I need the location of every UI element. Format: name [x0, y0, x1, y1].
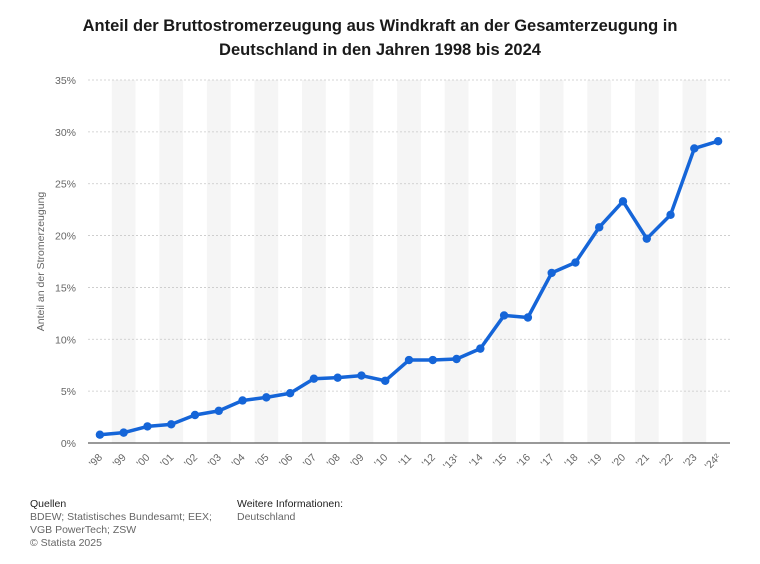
y-tick-label: 0% [61, 438, 76, 450]
data-point[interactable] [285, 389, 295, 398]
data-point[interactable] [262, 393, 271, 402]
x-tick-label: '23 [681, 452, 699, 470]
y-tick-label: 30% [55, 127, 76, 139]
y-tick-label: 20% [55, 231, 76, 243]
background-band [492, 80, 516, 443]
y-tick-label: 25% [55, 179, 76, 191]
x-tick-label: '02 [182, 452, 200, 470]
series-group [95, 136, 723, 439]
background-band [254, 80, 279, 443]
data-point[interactable] [595, 223, 604, 232]
data-point[interactable] [95, 430, 105, 439]
data-point[interactable] [642, 234, 651, 243]
data-point[interactable] [143, 422, 152, 431]
x-tick-label: '05 [253, 452, 271, 470]
x-tick-label: '08 [325, 452, 343, 470]
background-band [444, 80, 469, 443]
background-band [111, 80, 136, 443]
x-tick-label: '01 [158, 452, 176, 470]
y-tick-label: 10% [55, 334, 76, 346]
x-tick-label: '06 [277, 452, 295, 470]
x-tick-label: '19 [586, 452, 604, 470]
data-point[interactable] [571, 258, 580, 267]
data-point[interactable] [381, 376, 390, 385]
x-tick-label: '03 [206, 452, 224, 470]
data-point[interactable] [476, 344, 485, 353]
x-tick-label: '16 [515, 452, 533, 470]
x-tick-label: '00 [134, 452, 152, 470]
data-point[interactable] [690, 144, 699, 153]
data-point[interactable] [214, 406, 223, 416]
background-band [587, 80, 612, 443]
gridlines [88, 79, 730, 392]
data-point[interactable] [666, 210, 675, 220]
data-point[interactable] [333, 373, 342, 382]
x-tick-label: '18 [562, 452, 580, 470]
data-point[interactable] [547, 268, 556, 278]
x-axis-ticks: '98 '99 '00 '01 '02 '03 '04 '05 '06 '07 '08 '09 '10 '… [87, 451, 724, 472]
x-tick-label: '99 [111, 452, 129, 470]
sources-text: BDEW; Statistisches Bundesamt; EEX; VGB … [30, 511, 212, 536]
background-band [302, 80, 326, 443]
data-point[interactable] [309, 374, 319, 383]
background-band [397, 80, 421, 443]
x-tick-label: '15 [491, 452, 509, 470]
sources-heading: Quellen [30, 498, 67, 510]
copyright-text: © Statista 2025 [30, 537, 102, 549]
y-tick-label: 15% [55, 282, 76, 294]
chart-title: Anteil der Bruttostromerzeugung aus Wind… [82, 17, 678, 59]
data-point[interactable] [452, 354, 461, 364]
x-tick-label: '07 [301, 452, 319, 470]
y-tick-label: 5% [61, 386, 76, 398]
background-band [634, 80, 659, 443]
background-band [539, 80, 564, 443]
y-tick-label: 35% [55, 75, 76, 87]
data-point[interactable] [713, 136, 723, 146]
x-tick-label: '10 [372, 452, 390, 470]
background-band [349, 80, 374, 443]
y-axis-ticks: 0% 5% 10% 15% 20% 25% 30% 35% [55, 75, 76, 450]
x-tick-label: '22 [658, 452, 676, 470]
info-text: Deutschland [237, 511, 296, 523]
y-axis-title: Anteil an der Stromerzeugung [35, 192, 47, 332]
data-point[interactable] [523, 313, 533, 322]
background-band [206, 80, 231, 443]
x-tick-label: '98 [87, 452, 105, 470]
x-tick-label: '17 [539, 452, 557, 470]
x-tick-label: '21 [634, 452, 652, 470]
info-heading: Weitere Informationen: [237, 498, 344, 510]
x-tick-label: '12 [420, 452, 438, 470]
x-tick-label: '11 [397, 452, 415, 470]
data-point[interactable] [428, 355, 437, 365]
footer-info: Weitere Informationen: Deutschland [237, 498, 437, 524]
data-point[interactable] [190, 410, 200, 420]
x-tick-label: '09 [348, 452, 366, 470]
data-point[interactable] [238, 396, 247, 405]
data-point[interactable] [404, 355, 414, 365]
data-point[interactable] [357, 371, 366, 380]
x-tick-label: '20 [610, 452, 628, 470]
x-tick-label: '13¹ [441, 451, 462, 472]
x-tick-label: '04 [230, 452, 248, 470]
background-band [159, 80, 184, 443]
background-bands [111, 80, 707, 443]
data-point[interactable] [167, 420, 176, 429]
background-band [682, 80, 707, 443]
x-tick-label: '24² [703, 451, 724, 472]
footer-sources: Quellen BDEW; Statistisches Bundesamt; E… [30, 498, 220, 550]
x-tick-label: '14 [467, 452, 485, 470]
data-point[interactable] [618, 197, 628, 206]
data-point[interactable] [119, 428, 128, 437]
data-point[interactable] [499, 311, 509, 320]
